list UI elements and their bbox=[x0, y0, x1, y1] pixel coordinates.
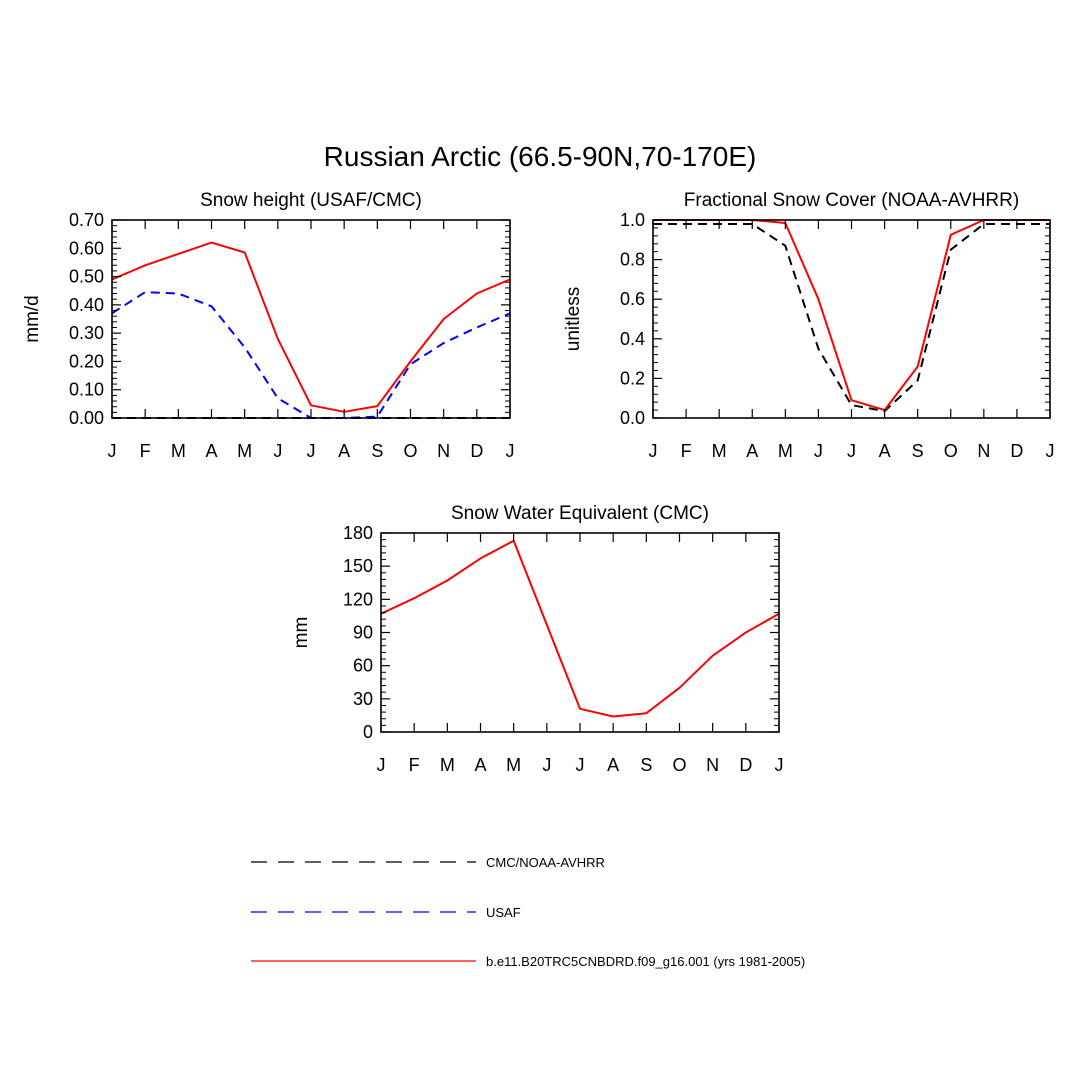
panel-0-xtick-label: D bbox=[470, 441, 483, 461]
panel-0-xtick-label: M bbox=[237, 441, 252, 461]
panel-1-ylabel: unitless bbox=[563, 287, 584, 351]
panel-0-ytick-label: 0.00 bbox=[69, 408, 104, 428]
panel-2-ytick-label: 180 bbox=[343, 523, 373, 543]
panel-2-xtick-label: J bbox=[775, 755, 784, 775]
panel-1-xtick-label: J bbox=[814, 441, 823, 461]
swe-panel: Snow Water Equivalent (CMC)mmJ F M A M J J A S O N… bbox=[291, 503, 784, 775]
panel-1-ytick-label: 1.0 bbox=[620, 210, 645, 230]
panel-0-ytick-label: 0.10 bbox=[69, 380, 104, 400]
panel-2-xtick-label: A bbox=[607, 755, 619, 775]
panel-2-ytick-label: 0 bbox=[363, 722, 373, 742]
panel-2-ytick-label: 150 bbox=[343, 556, 373, 576]
panel-0-xtick-label: M bbox=[171, 441, 186, 461]
panel-0-ytick-label: 0.40 bbox=[69, 295, 104, 315]
panel-2-xtick-label: N bbox=[706, 755, 719, 775]
legend: CMC/NOAA-AVHRR USAF b.e11.B20TRC5CNBDRD.f0… bbox=[251, 855, 805, 969]
panel-0-ytick-label: 0.50 bbox=[69, 267, 104, 287]
panel-0-xtick-label: J bbox=[506, 441, 515, 461]
panel-2-xtick-label: M bbox=[440, 755, 455, 775]
panel-1-xtick-label: J bbox=[649, 441, 658, 461]
panel-1-xtick-label: M bbox=[712, 441, 727, 461]
panel-1-xtick-label: F bbox=[681, 441, 692, 461]
panel-0-xtick-label: J bbox=[273, 441, 282, 461]
panel-0-ytick-label: 0.60 bbox=[69, 238, 104, 258]
panel-1-xtick-label: A bbox=[746, 441, 758, 461]
panel-0-xtick-label: A bbox=[338, 441, 350, 461]
panel-2-title: Snow Water Equivalent (CMC) bbox=[451, 503, 709, 524]
panel-1-xtick-label: S bbox=[912, 441, 924, 461]
panel-0-xtick-label: O bbox=[403, 441, 417, 461]
panel-2-ylabel: mm bbox=[291, 617, 312, 649]
panel-0-xtick-label: J bbox=[307, 441, 316, 461]
panel-2-xtick-label: D bbox=[739, 755, 752, 775]
snow-cover-panel: Fractional Snow Cover (NOAA-AVHRR) unitle… bbox=[563, 190, 1055, 461]
panel-1-xtick-label: D bbox=[1010, 441, 1023, 461]
panel-1-ytick-label: 0.4 bbox=[620, 329, 645, 349]
legend-label-2: b.e11.B20TRC5CNBDRD.f09_g16.001 (yrs 198… bbox=[486, 954, 805, 969]
panel-1-xtick-label: M bbox=[778, 441, 793, 461]
panel-2-xtick-label: J bbox=[576, 755, 585, 775]
panel-1-xtick-label: A bbox=[879, 441, 891, 461]
figure-title: Russian Arctic (66.5-90N,70-170E) bbox=[324, 141, 757, 172]
panel-0-title: Snow height (USAF/CMC) bbox=[200, 190, 422, 211]
panel-0-ylabel: mm/d bbox=[22, 295, 43, 343]
panel-2-xtick-label: A bbox=[474, 755, 486, 775]
panel-2-ytick-label: 30 bbox=[353, 689, 373, 709]
panel-1-xtick-label: J bbox=[847, 441, 856, 461]
panel-0-series-2-line bbox=[111, 241, 511, 413]
panel-0-xtick-label: N bbox=[437, 441, 450, 461]
panel-0-xtick-label: A bbox=[205, 441, 217, 461]
legend-label-1: USAF bbox=[486, 905, 521, 920]
panel-0-ytick-label: 0.20 bbox=[69, 351, 104, 371]
panel-1-xtick-label: O bbox=[944, 441, 958, 461]
panel-2-ytick-label: 60 bbox=[353, 656, 373, 676]
panel-1-ytick-label: 0.6 bbox=[620, 289, 645, 309]
panel-0-xtick-label: J bbox=[108, 441, 117, 461]
panel-1-ytick-label: 0.2 bbox=[620, 368, 645, 388]
panel-2-xtick-label: J bbox=[377, 755, 386, 775]
panel-1-ytick-label: 0.8 bbox=[620, 250, 645, 270]
legend-label-0: CMC/NOAA-AVHRR bbox=[486, 855, 605, 870]
panel-0-ytick-label: 0.30 bbox=[69, 323, 104, 343]
panel-1-title: Fractional Snow Cover (NOAA-AVHRR) bbox=[684, 190, 1019, 211]
panel-2-series-0-line bbox=[380, 539, 780, 718]
snow-height-panel: Snow height (USAF/CMC)mm/dJ F M A M J J A S O N D J0… bbox=[22, 190, 515, 461]
panel-0-ytick-label: 0.70 bbox=[69, 210, 104, 230]
panel-0-xtick-label: S bbox=[371, 441, 383, 461]
panel-2-xtick-label: J bbox=[542, 755, 551, 775]
panel-2-xtick-label: O bbox=[672, 755, 686, 775]
panel-2-xtick-label: S bbox=[640, 755, 652, 775]
panel-0-xtick-label: F bbox=[140, 441, 151, 461]
panel-2-xtick-label: F bbox=[409, 755, 420, 775]
panel-2-ytick-label: 90 bbox=[353, 623, 373, 643]
panel-1-ytick-label: 0.0 bbox=[620, 408, 645, 428]
panel-1-xtick-label: N bbox=[977, 441, 990, 461]
panel-1-xtick-label: J bbox=[1046, 441, 1055, 461]
panel-2-xtick-label: M bbox=[506, 755, 521, 775]
panel-2-ytick-label: 120 bbox=[343, 589, 373, 609]
